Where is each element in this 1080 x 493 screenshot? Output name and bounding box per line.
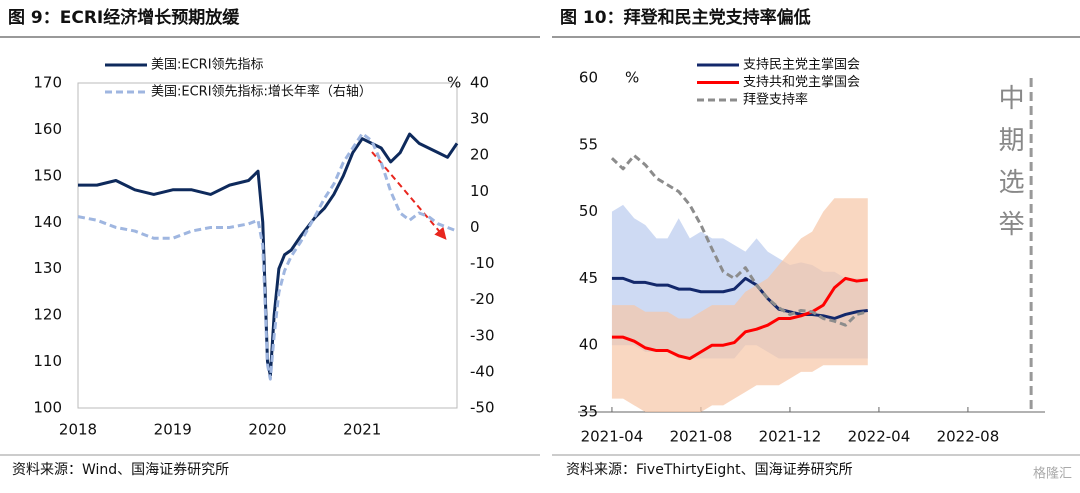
x-tick-label: 2021-04 <box>581 428 644 446</box>
series-line <box>77 132 458 381</box>
y2-tick-label: -10 <box>470 254 495 272</box>
series-line <box>78 132 459 377</box>
y-tick-label: 55 <box>579 135 598 153</box>
plot-frame <box>77 82 458 409</box>
y2-tick-label: 10 <box>470 182 489 200</box>
y2-tick-label: -50 <box>470 399 495 417</box>
y2-tick-label: 30 <box>470 110 489 128</box>
chart-title: 图 10：拜登和民主党支持率偏低 <box>560 7 811 28</box>
legend-label: 支持共和党主掌国会 <box>743 75 860 90</box>
source: 资料来源：Wind、国海证券研究所 <box>12 462 229 478</box>
y-tick-label: 160 <box>33 120 62 138</box>
y-tick-label: 60 <box>579 69 598 87</box>
y-tick-label: 110 <box>33 352 62 370</box>
y-tick-label: 150 <box>33 166 62 184</box>
y-tick-label: 40 <box>579 336 598 354</box>
y-tick-label: 140 <box>33 213 62 231</box>
x-tick-label: 2022-08 <box>937 428 1000 446</box>
y-tick-label: 50 <box>579 202 598 220</box>
y-tick-label: 170 <box>33 74 62 92</box>
trend-arrow <box>371 151 447 240</box>
x-tick-label: 2021-12 <box>759 428 822 446</box>
y-tick-label: 100 <box>33 399 62 417</box>
x-tick-label: 2022-04 <box>848 428 911 446</box>
x-tick-label: 2021 <box>343 421 381 439</box>
range-band <box>611 198 868 412</box>
y2-tick-label: 20 <box>470 146 489 164</box>
series-line <box>611 276 868 320</box>
legend-label: 美国:ECRI领先指标 <box>151 58 264 73</box>
watermark: 格隆汇 <box>1033 466 1072 482</box>
x-tick-label: 2019 <box>154 421 192 439</box>
source: 资料来源：FiveThirtyEight、国海证券研究所 <box>566 462 853 478</box>
y2-axis-label: % <box>447 74 461 92</box>
y2-tick-label: -30 <box>470 326 495 344</box>
x-tick-label: 2020 <box>248 421 286 439</box>
y-tick-label: 130 <box>33 259 62 277</box>
series-line <box>610 153 869 327</box>
y2-tick-label: 40 <box>470 74 489 92</box>
y-tick-label: 120 <box>33 306 62 324</box>
y-tick-label: 35 <box>579 403 598 421</box>
x-tick-label: 2021-08 <box>670 428 733 446</box>
series-line <box>611 276 868 361</box>
legend-label: 美国:ECRI领先指标:增长年率（右轴） <box>151 84 372 100</box>
y2-tick-label: -20 <box>470 290 495 308</box>
legend-label: 支持民主党主掌国会 <box>743 58 860 73</box>
legend-label: 拜登支持率 <box>743 92 808 108</box>
x-tick-label: 2018 <box>59 421 97 439</box>
y2-tick-label: -40 <box>470 362 495 380</box>
y2-tick-label: 0 <box>470 218 480 236</box>
y-tick-label: 45 <box>579 269 598 287</box>
y-axis-label: % <box>625 69 639 87</box>
chart-title: 图 9：ECRI经济增长预期放缓 <box>8 7 240 28</box>
event-label: 中期选举 <box>994 84 1024 252</box>
